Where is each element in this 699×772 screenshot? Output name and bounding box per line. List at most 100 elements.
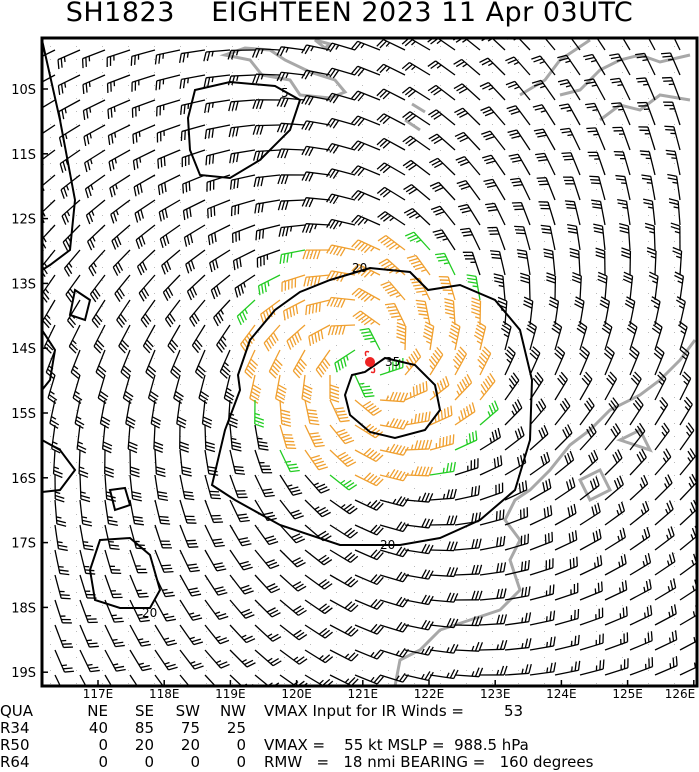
wind-barb [379, 496, 409, 507]
wind-barb [500, 321, 512, 351]
wind-barb [403, 184, 431, 201]
wind-barb [554, 397, 571, 426]
wind-barb [54, 574, 71, 600]
wind-barb [354, 623, 384, 635]
wind-barb [533, 128, 556, 151]
wind-barb [156, 124, 181, 143]
wind-barb [106, 49, 131, 68]
wind-barb [326, 67, 356, 79]
wind-barb [593, 223, 606, 251]
wind-barb [679, 346, 690, 376]
wind-barb [579, 476, 600, 501]
wind-barb [326, 143, 356, 154]
wind-barb [533, 38, 556, 51]
rmw-bearing-line: RMW = 18 nmi BEARING = 160 degrees [264, 753, 594, 771]
wind-barb [326, 244, 356, 257]
wind-barb [301, 223, 331, 234]
wind-barb [88, 249, 106, 277]
wind-barb [154, 499, 171, 525]
wind-barb [511, 201, 531, 226]
wind-barb [376, 88, 406, 101]
wind-barb [538, 201, 556, 226]
wind-barb [179, 424, 189, 453]
wind-barb [639, 150, 656, 176]
wind-barb [229, 449, 245, 475]
wind-barb [507, 129, 531, 151]
wind-barb [404, 348, 422, 376]
contour-label: 35 [385, 355, 400, 369]
wind-barb [251, 47, 281, 58]
wind-barb [379, 418, 409, 430]
wind-barb [183, 224, 206, 247]
wind-barb [663, 101, 681, 126]
wind-barb [142, 324, 156, 354]
wind-barb [648, 271, 659, 301]
wind-barb [622, 38, 631, 51]
wind-barb [326, 92, 356, 104]
header-ne: NE [87, 702, 108, 720]
wind-barb [569, 247, 581, 276]
wind-barb [654, 578, 677, 601]
wind-barb [201, 399, 213, 429]
wind-barb [162, 274, 181, 302]
wind-barb [326, 218, 356, 230]
wind-barb [351, 214, 381, 226]
wind-barb [379, 443, 409, 456]
wind-barb [554, 530, 578, 551]
wind-barb [529, 451, 551, 476]
wind-barb [279, 399, 292, 427]
wind-barb [554, 634, 580, 651]
wind-barb [454, 641, 484, 652]
lon-tick-label: 123E [480, 687, 511, 701]
wind-barb [540, 224, 556, 251]
wind-barb [566, 223, 581, 251]
r50-nw: 0 [236, 736, 246, 754]
wind-barb [68, 324, 81, 354]
wind-barb [301, 171, 331, 182]
r34-nw: 25 [226, 719, 246, 737]
r34-se: 85 [134, 719, 154, 737]
wind-barb [480, 106, 506, 126]
wind-barb [42, 99, 56, 114]
wind-barb [329, 574, 359, 588]
wind-barb [479, 482, 504, 501]
wind-barb [180, 124, 206, 141]
wind-barb [334, 349, 356, 373]
wind-barb [574, 296, 585, 326]
wind-barb [329, 599, 359, 613]
wind-barb [454, 512, 482, 526]
wind-barb [587, 151, 606, 176]
wind-barb [60, 174, 81, 199]
wind-barb [564, 200, 581, 226]
wind-barb [548, 296, 560, 326]
wind-barb [109, 174, 131, 198]
wind-barb [158, 199, 181, 222]
wind-barb [229, 174, 256, 190]
wind-barb [136, 249, 156, 276]
wind-barb [428, 109, 456, 126]
wind-barb [42, 174, 56, 198]
wind-barb [460, 227, 481, 251]
wind-barb [254, 399, 265, 428]
wind-barb [351, 165, 381, 177]
wind-barb [604, 371, 618, 401]
lon-tick-label: 119E [215, 687, 246, 701]
wind-barb [504, 663, 532, 676]
wind-barb [104, 474, 117, 502]
wind-barb [454, 458, 479, 476]
wind-barb [304, 574, 333, 590]
wind-barb [676, 296, 686, 326]
wind-barb [57, 49, 81, 70]
wind-barb [157, 149, 181, 169]
wind-barb [560, 127, 581, 151]
row-label-r50: R50 [0, 736, 30, 754]
wind-barb [359, 328, 381, 351]
wind-barb [274, 374, 287, 404]
wind-barb [454, 402, 476, 426]
wind-barb [304, 599, 333, 615]
wind-barb [207, 224, 231, 246]
wind-barb [629, 371, 642, 401]
wind-barb [591, 199, 606, 226]
wind-barb [263, 324, 281, 352]
